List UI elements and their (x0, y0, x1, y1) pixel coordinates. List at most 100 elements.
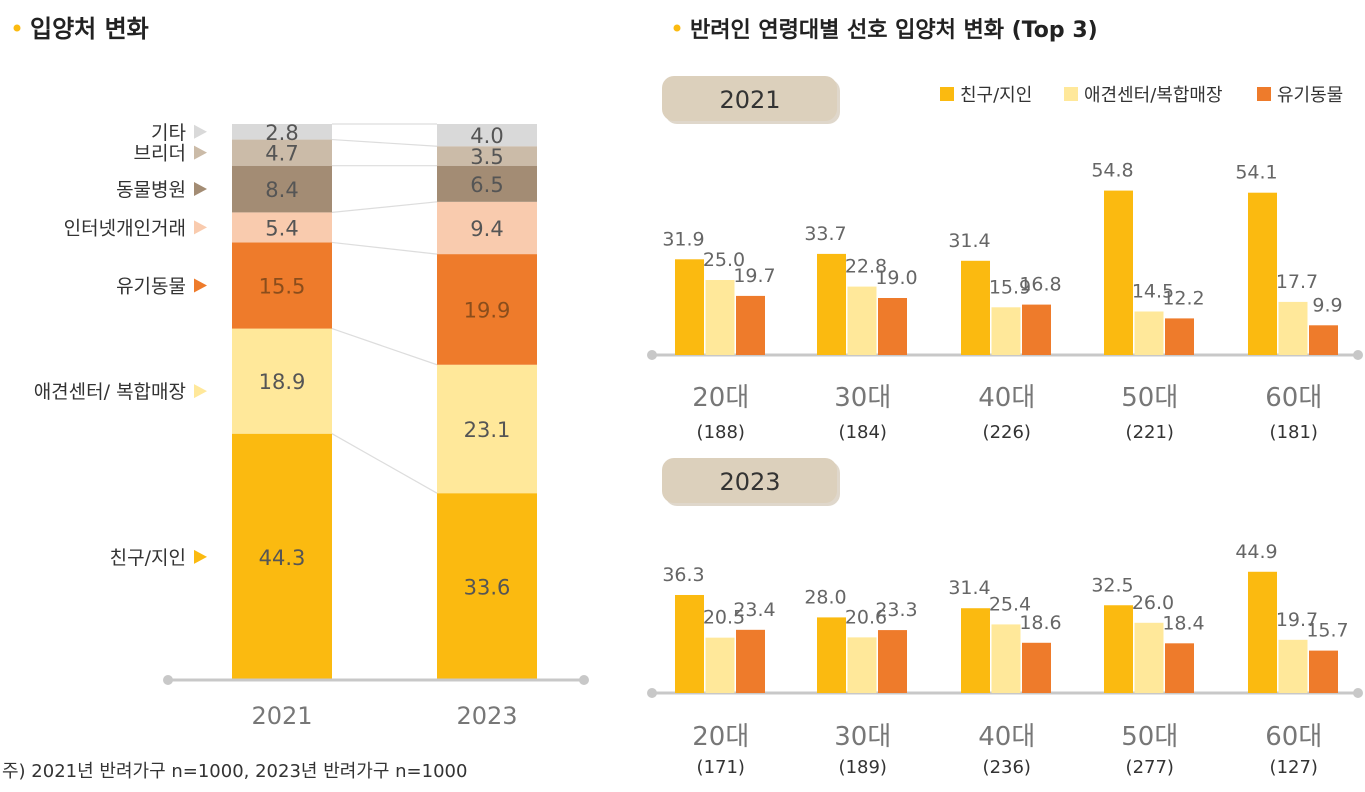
bar-value-label: 33.7 (804, 223, 846, 245)
bar-value-label: 17.7 (1276, 271, 1318, 293)
bar-2023-20대-0 (675, 594, 704, 693)
stacked-segment-2023-4 (437, 165, 537, 202)
bar-value-label: 32.5 (1091, 574, 1133, 596)
bar-value-label: 9.9 (1312, 294, 1342, 316)
stacked-segment-2021-1 (232, 328, 332, 434)
bar-value-label: 25.0 (703, 249, 745, 271)
stacked-segment-2023-2 (437, 254, 537, 365)
bar-2021-50대-0 (1104, 190, 1133, 355)
bar-value-label: 16.8 (1019, 274, 1061, 296)
segment-value-label: 44.3 (259, 546, 306, 570)
bar-2023-50대-1 (1134, 622, 1164, 693)
bar-value-label: 23.3 (875, 599, 917, 621)
series-label-6: 기타 (151, 122, 186, 144)
sample-size-label: (171) (697, 757, 745, 778)
panel-year-label: 2023 (719, 468, 780, 496)
bar-2023-40대-1 (991, 624, 1021, 693)
panel-2021: 2021 31.925.019.7 20대 (188) 33.7 22.819.0 30대 (… (647, 76, 1363, 443)
bar-value-label: 31.4 (948, 577, 990, 599)
series-marker-triangle (194, 278, 207, 293)
x-tick-label: 2023 (456, 702, 517, 730)
segment-connector-line (331, 138, 438, 147)
bar-value-label: 20.6 (845, 606, 887, 628)
year-box (662, 76, 837, 121)
bar-2023-40대-2 (1022, 642, 1051, 693)
bar-2021-50대-1 (1134, 311, 1164, 355)
stacked-segment-2021-4 (232, 165, 332, 213)
age-tick-label: 30대 (834, 722, 891, 752)
bar-value-label: 14.5 (1132, 281, 1174, 303)
age-tick-label: 60대 (1265, 722, 1322, 752)
bar-2021-30대-1 (847, 286, 877, 355)
stacked-segment-2023-3 (437, 201, 537, 255)
age-tick-label: 30대 (834, 383, 891, 413)
legend-label: 친구/지인 (960, 85, 1032, 106)
series-label-1: 애견센터/ 복합매장 (34, 381, 186, 403)
bar-2023-60대-1 (1278, 639, 1308, 693)
bar-value-label: 36.3 (662, 564, 704, 586)
age-tick-label: 50대 (1121, 383, 1178, 413)
panel-year-label: 2021 (719, 86, 780, 114)
series-label-2: 유기동물 (116, 276, 186, 298)
sample-size-label: (127) (1270, 757, 1318, 778)
legend-swatch (940, 87, 954, 101)
legend-label: 애견센터/복합매장 (1084, 85, 1223, 106)
bar-value-label: 15.9 (989, 276, 1031, 298)
segment-value-label: 8.4 (265, 178, 298, 202)
segment-value-label: 9.4 (470, 217, 503, 241)
segment-connector-line (331, 433, 438, 494)
stacked-segment-2021-5 (232, 139, 332, 166)
stacked-segment-2021-6 (232, 124, 332, 140)
bar-value-label: 54.1 (1235, 162, 1277, 184)
stacked-segment-2023-5 (437, 146, 537, 166)
bar-2023-50대-2 (1165, 643, 1194, 693)
segment-value-label: 19.9 (464, 298, 511, 322)
segment-value-label: 5.4 (265, 216, 298, 240)
bar-2023-40대-0 (961, 608, 990, 693)
bar-value-label: 15.7 (1306, 620, 1348, 642)
bar-2023-20대-2 (736, 629, 765, 693)
bar-value-label: 18.6 (1019, 612, 1061, 634)
segment-value-label: 2.8 (265, 121, 298, 145)
bar-2021-30대-0 (817, 253, 846, 355)
stacked-segment-2021-3 (232, 212, 332, 243)
segment-value-label: 4.7 (265, 142, 298, 166)
bar-2021-20대-0 (675, 259, 704, 355)
x-tick-label: 2021 (251, 702, 312, 730)
axis-end-dot (163, 675, 173, 685)
bar-2021-40대-1 (991, 307, 1021, 355)
legend-swatch (1064, 87, 1078, 101)
bar-value-label: 12.2 (1162, 287, 1204, 309)
bar-2023-60대-0 (1248, 571, 1277, 693)
axis-end-dot (1353, 350, 1363, 360)
age-tick-label: 60대 (1265, 383, 1322, 413)
series-label-4: 동물병원 (116, 179, 186, 201)
bar-value-label: 26.0 (1132, 592, 1174, 614)
stacked-adoption-chart: 입양처 변화 44.3 18.9 15.5 5.4 8.4 4.72.8 33.6 23.1 1… (2, 15, 589, 782)
bar-2023-30대-1 (847, 637, 877, 693)
sample-size-label: (189) (839, 757, 887, 778)
segment-connector-line (331, 241, 438, 255)
series-marker-triangle (194, 124, 207, 139)
segment-value-label: 4.0 (470, 124, 503, 148)
bar-2023-20대-1 (705, 637, 735, 693)
series-label-5: 브리더 (134, 143, 186, 165)
segment-connector-line (331, 328, 438, 366)
bar-value-label: 28.0 (804, 586, 846, 608)
bar-value-label: 19.0 (875, 267, 917, 289)
bar-value-label: 44.9 (1235, 541, 1277, 563)
axis-end-dot (647, 350, 657, 360)
sample-size-label: (236) (983, 757, 1031, 778)
axis-end-dot (1353, 688, 1363, 698)
legend-swatch (1257, 87, 1271, 101)
legend-label: 유기동물 (1277, 85, 1343, 106)
series-marker-triangle (194, 182, 207, 197)
sample-size-label: (181) (1270, 422, 1318, 443)
stacked-segment-2021-0 (232, 433, 332, 680)
age-tick-label: 40대 (978, 383, 1035, 413)
bar-2023-30대-2 (878, 630, 907, 693)
bar-2021-60대-0 (1248, 192, 1277, 355)
age-tick-label: 20대 (692, 383, 749, 413)
sample-size-label: (277) (1126, 757, 1174, 778)
segment-value-label: 23.1 (464, 418, 511, 442)
